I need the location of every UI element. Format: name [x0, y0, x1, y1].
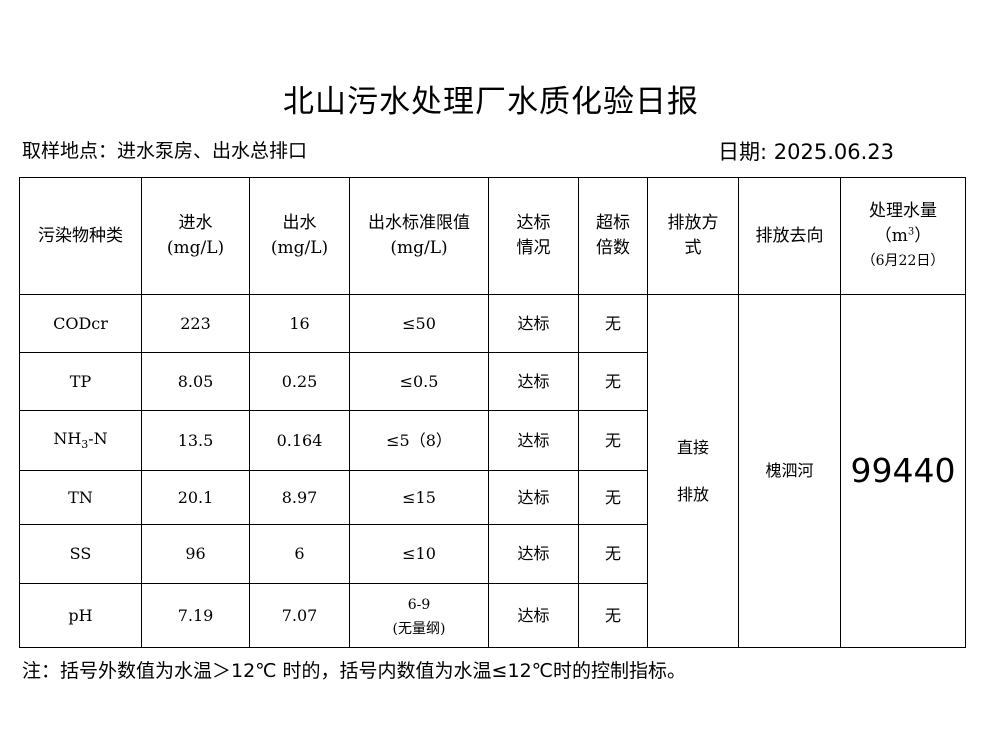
- header-pollutant: 污染物种类: [19, 177, 142, 295]
- table-row: CODcr 223 16 ≤50 达标 无 直接 排放 槐泗河 99440: [19, 294, 966, 648]
- inflow-value: 20.1: [141, 470, 250, 525]
- outflow-value: 16: [249, 294, 350, 353]
- outflow-value: 8.97: [249, 470, 350, 525]
- table-row: pH 7.19 7.07 6-9 (无量纲) 达标 无: [19, 583, 966, 648]
- limit-value: ≤10: [349, 524, 489, 584]
- header-exceed: 超标 倍数: [578, 177, 648, 295]
- discharge-direction: 槐泗河: [738, 294, 841, 648]
- status-value: 达标: [488, 524, 579, 584]
- header-direction: 排放去向: [738, 177, 841, 295]
- header-row: 污染物种类 进水 (mg/L) 出水 (mg/L) 出水标准限值 (mg/L) 达标情…: [19, 177, 966, 295]
- status-value: 达标: [488, 470, 579, 525]
- status-value: 达标: [488, 583, 579, 648]
- pollutant-name: NH3-N: [19, 410, 142, 471]
- pollutant-name: TN: [19, 470, 142, 525]
- limit-value: ≤0.5: [349, 352, 489, 411]
- inflow-value: 13.5: [141, 410, 250, 471]
- water-quality-table: 污染物种类 进水 (mg/L) 出水 (mg/L) 出水标准限值 (mg/L) 达标情…: [19, 177, 966, 648]
- pollutant-name: pH: [19, 583, 142, 648]
- exceed-value: 无: [578, 352, 648, 411]
- discharge-method: 直接 排放: [647, 294, 739, 648]
- report-date: 日期: 2025.06.23: [718, 140, 894, 164]
- header-volume: 处理水量 （m3） （6月22日）: [840, 177, 966, 295]
- status-value: 达标: [488, 352, 579, 411]
- sampling-location: 取样地点：进水泵房、出水总排口: [22, 140, 308, 162]
- status-value: 达标: [488, 410, 579, 471]
- exceed-value: 无: [578, 410, 648, 471]
- limit-value: ≤15: [349, 470, 489, 525]
- inflow-value: 8.05: [141, 352, 250, 411]
- limit-value: ≤5（8）: [349, 410, 489, 471]
- table-row: TP 8.05 0.25 ≤0.5 达标 无: [19, 352, 966, 411]
- pollutant-name: CODcr: [19, 294, 142, 353]
- outflow-value: 0.164: [249, 410, 350, 471]
- treated-volume: 99440: [840, 294, 966, 648]
- pollutant-name: SS: [19, 524, 142, 584]
- outflow-value: 0.25: [249, 352, 350, 411]
- exceed-value: 无: [578, 583, 648, 648]
- pollutant-name: TP: [19, 352, 142, 411]
- inflow-value: 7.19: [141, 583, 250, 648]
- header-inflow: 进水 (mg/L): [141, 177, 250, 295]
- header-status: 达标 情况: [488, 177, 579, 295]
- outflow-value: 7.07: [249, 583, 350, 648]
- limit-value: ≤50: [349, 294, 489, 353]
- limit-value: 6-9 (无量纲): [349, 583, 489, 648]
- report-title: 北山污水处理厂水质化验日报: [283, 84, 699, 120]
- header-outflow: 出水 (mg/L): [249, 177, 350, 295]
- status-value: 达标: [488, 294, 579, 353]
- table-row: SS 96 6 ≤10 达标 无: [19, 524, 966, 584]
- exceed-value: 无: [578, 470, 648, 525]
- inflow-value: 223: [141, 294, 250, 353]
- inflow-value: 96: [141, 524, 250, 584]
- table-row: NH3-N 13.5 0.164 ≤5（8） 达标 无: [19, 410, 966, 471]
- exceed-value: 无: [578, 294, 648, 353]
- header-limit: 出水标准限值 (mg/L): [349, 177, 489, 295]
- header-discharge-method: 排放方式: [647, 177, 739, 295]
- footnote: 注：括号外数值为水温＞12℃ 时的，括号内数值为水温≤12℃时的控制指标。: [22, 660, 686, 682]
- table-row: TN 20.1 8.97 ≤15 达标 无: [19, 470, 966, 525]
- outflow-value: 6: [249, 524, 350, 584]
- exceed-value: 无: [578, 524, 648, 584]
